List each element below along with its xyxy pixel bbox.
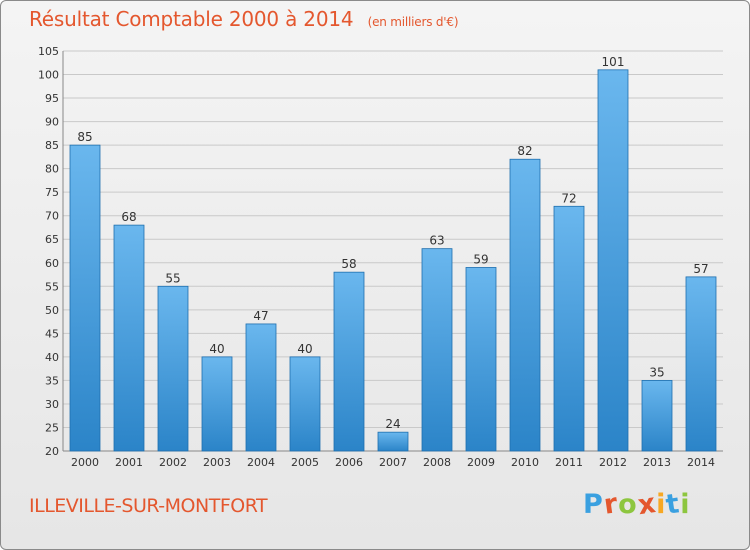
bar-2003[interactable] xyxy=(201,356,233,452)
logo-letter: x xyxy=(635,487,659,522)
y-tick-label: 85 xyxy=(45,139,59,152)
data-label-2007: 24 xyxy=(385,417,400,431)
data-label-2001: 68 xyxy=(121,210,136,224)
y-tick-label: 55 xyxy=(45,280,59,293)
bar-2011[interactable] xyxy=(553,205,585,452)
logo-letter: o xyxy=(618,489,638,520)
y-tick-label: 80 xyxy=(45,163,59,176)
y-tick-label: 20 xyxy=(45,445,59,458)
x-tick-label: 2014 xyxy=(687,456,715,469)
y-tick-label: 65 xyxy=(45,233,59,246)
y-tick-label: 95 xyxy=(45,92,59,105)
bar-2013[interactable] xyxy=(641,380,673,452)
x-tick-label: 2001 xyxy=(115,456,143,469)
y-tick-label: 100 xyxy=(38,69,59,82)
y-tick-label: 60 xyxy=(45,257,59,270)
data-label-2004: 47 xyxy=(253,309,268,323)
y-tick-label: 105 xyxy=(38,45,59,58)
data-label-2011: 72 xyxy=(561,191,576,205)
bars xyxy=(69,69,717,452)
bar-2014[interactable] xyxy=(685,276,717,452)
x-tick-label: 2002 xyxy=(159,456,187,469)
x-tick-label: 2000 xyxy=(71,456,99,469)
x-tick-label: 2005 xyxy=(291,456,319,469)
proxiti-logo[interactable]: Proxiti xyxy=(583,487,691,522)
bar-2007[interactable] xyxy=(377,431,409,452)
x-tick-label: 2012 xyxy=(599,456,627,469)
y-tick-label: 25 xyxy=(45,421,59,434)
x-tick-label: 2006 xyxy=(335,456,363,469)
data-label-2002: 55 xyxy=(165,271,180,285)
y-tick-label: 90 xyxy=(45,116,59,129)
bar-2008[interactable] xyxy=(421,248,453,452)
data-label-2000: 85 xyxy=(77,130,92,144)
logo-letter: i xyxy=(656,489,667,520)
x-tick-label: 2003 xyxy=(203,456,231,469)
y-tick-label: 45 xyxy=(45,327,59,340)
data-label-2006: 58 xyxy=(341,257,356,271)
data-label-2008: 63 xyxy=(429,234,444,248)
y-tick-label: 30 xyxy=(45,398,59,411)
logo-letter: i xyxy=(680,489,691,520)
chart-title: Résultat Comptable 2000 à 2014 (en milli… xyxy=(29,7,459,31)
chart-subtitle: (en milliers d'€) xyxy=(367,15,459,29)
data-label-2009: 59 xyxy=(473,252,488,266)
bar-2002[interactable] xyxy=(157,285,189,452)
place-name: ILLEVILLE-SUR-MONTFORT xyxy=(29,495,268,517)
logo-letter: P xyxy=(583,489,604,520)
x-tick-label: 2011 xyxy=(555,456,583,469)
data-label-2014: 57 xyxy=(693,262,708,276)
bar-2012[interactable] xyxy=(597,69,629,452)
data-label-2005: 40 xyxy=(297,342,312,356)
x-tick-label: 2008 xyxy=(423,456,451,469)
y-tick-label: 70 xyxy=(45,210,59,223)
x-tick-label: 2009 xyxy=(467,456,495,469)
y-tick-label: 75 xyxy=(45,186,59,199)
y-tick-label: 35 xyxy=(45,374,59,387)
bar-2000[interactable] xyxy=(69,144,101,452)
bar-2010[interactable] xyxy=(509,158,541,452)
chart-title-text: Résultat Comptable 2000 à 2014 xyxy=(29,7,354,31)
y-tick-label: 50 xyxy=(45,304,59,317)
data-labels: 85 68 55 40 47 40 58 24 63 59 82 72 101 35 57 xyxy=(77,55,708,431)
bar-2005[interactable] xyxy=(289,356,321,452)
x-tick-label: 2007 xyxy=(379,456,407,469)
axes: 20 25 30 35 40 45 50 55 60 65 70 75 80 85 90 95 100 105 20… xyxy=(38,45,723,469)
data-label-2003: 40 xyxy=(209,342,224,356)
data-label-2013: 35 xyxy=(649,365,664,379)
x-tick-label: 2004 xyxy=(247,456,275,469)
bar-2004[interactable] xyxy=(245,323,277,452)
x-tick-label: 2013 xyxy=(643,456,671,469)
x-tick-label: 2010 xyxy=(511,456,539,469)
data-label-2010: 82 xyxy=(517,144,532,158)
y-tick-label: 40 xyxy=(45,351,59,364)
data-label-2012: 101 xyxy=(602,55,625,69)
bar-2001[interactable] xyxy=(113,224,145,452)
bar-2006[interactable] xyxy=(333,271,365,452)
bar-2009[interactable] xyxy=(465,267,497,452)
